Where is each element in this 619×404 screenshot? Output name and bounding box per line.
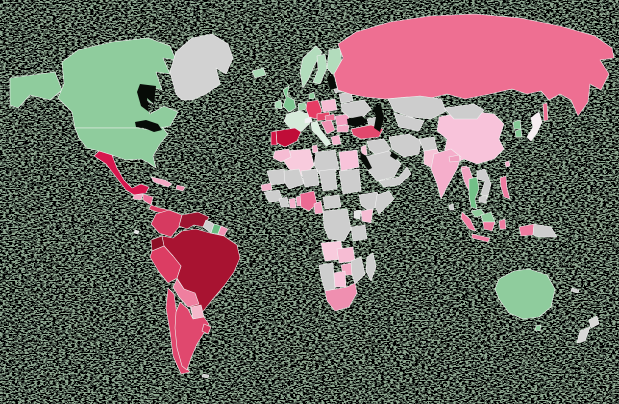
country-japan xyxy=(526,111,543,142)
country-sudan xyxy=(338,168,362,195)
country-france xyxy=(283,110,311,132)
country-uruguay xyxy=(201,323,212,335)
country-mongolia xyxy=(443,103,485,120)
country-argentina xyxy=(174,301,210,371)
country-dr-congo xyxy=(322,208,352,242)
country-nepal xyxy=(448,154,461,163)
country-balkans xyxy=(320,119,336,135)
hudson-bay xyxy=(137,84,156,112)
country-peru xyxy=(149,245,182,284)
country-australia xyxy=(494,268,556,320)
country-north-korea xyxy=(512,119,522,130)
country-iran xyxy=(388,133,422,158)
country-greenland xyxy=(169,33,234,101)
black-sea xyxy=(347,116,368,127)
country-russia xyxy=(333,13,615,117)
country-canada xyxy=(57,37,179,131)
country-ireland xyxy=(274,99,283,110)
country-central-asia xyxy=(393,112,425,132)
country-norway xyxy=(299,45,323,89)
country-kenya xyxy=(360,208,374,224)
persian-gulf xyxy=(390,152,399,160)
country-borneo-south xyxy=(482,221,496,232)
country-china xyxy=(436,110,505,165)
country-denmark xyxy=(308,91,316,100)
country-uganda xyxy=(353,209,362,220)
country-south-korea xyxy=(514,128,523,138)
country-sakhalin xyxy=(542,102,549,122)
country-chad xyxy=(318,168,338,192)
country-yemen-oman xyxy=(378,166,412,188)
country-morocco xyxy=(272,148,292,163)
country-somalia xyxy=(374,190,395,215)
country-papua-new-guinea xyxy=(532,223,558,238)
country-guatemala xyxy=(132,193,144,201)
country-philippines xyxy=(499,175,511,200)
country-venezuela xyxy=(178,211,210,230)
country-sumatra xyxy=(460,211,477,232)
country-cuba xyxy=(150,176,173,188)
country-senegal xyxy=(260,182,273,192)
continents xyxy=(9,13,615,379)
country-mexico xyxy=(93,150,150,196)
country-new-caledonia xyxy=(570,287,580,294)
country-uk xyxy=(282,85,297,113)
country-egypt xyxy=(338,149,360,172)
country-ghana xyxy=(288,197,297,209)
country-mali xyxy=(283,168,305,190)
red-sea xyxy=(360,152,372,170)
country-nigeria xyxy=(299,190,318,212)
country-italy xyxy=(310,120,332,147)
country-sulawesi xyxy=(498,218,507,230)
great-lakes xyxy=(135,120,162,132)
country-falkland-islands xyxy=(201,373,210,379)
country-java xyxy=(471,233,491,243)
country-new-zealand-north xyxy=(588,315,600,329)
country-portugal xyxy=(270,130,278,146)
country-israel-jordan xyxy=(360,144,368,156)
country-hispaniola xyxy=(175,184,186,192)
country-greece xyxy=(330,134,342,146)
country-switzerland xyxy=(304,116,313,124)
country-colombia xyxy=(150,209,183,238)
country-bulgaria xyxy=(336,124,350,133)
country-iceland xyxy=(251,67,267,79)
country-sri-lanka xyxy=(448,203,455,211)
country-alaska xyxy=(9,71,63,109)
country-new-zealand-south xyxy=(576,326,591,344)
country-sweden xyxy=(312,53,328,85)
inland-water-bodies xyxy=(135,74,399,170)
country-poland xyxy=(320,98,338,113)
country-saudi-arabia xyxy=(363,150,402,182)
country-taiwan xyxy=(504,160,511,168)
country-madagascar xyxy=(365,252,377,282)
country-tasmania xyxy=(534,324,542,332)
country-niger xyxy=(300,168,320,188)
country-hungary xyxy=(324,113,336,122)
baltic-sea xyxy=(327,74,337,90)
caspian-sea xyxy=(373,105,384,132)
country-tanzania xyxy=(350,224,368,242)
country-bolivia xyxy=(172,278,200,308)
country-south-africa xyxy=(324,282,358,312)
country-kazakhstan xyxy=(387,95,447,120)
country-cambodia xyxy=(478,194,488,204)
country-central-african-region xyxy=(322,194,342,210)
country-galapagos xyxy=(133,229,140,235)
country-ivory-coast xyxy=(278,196,290,208)
